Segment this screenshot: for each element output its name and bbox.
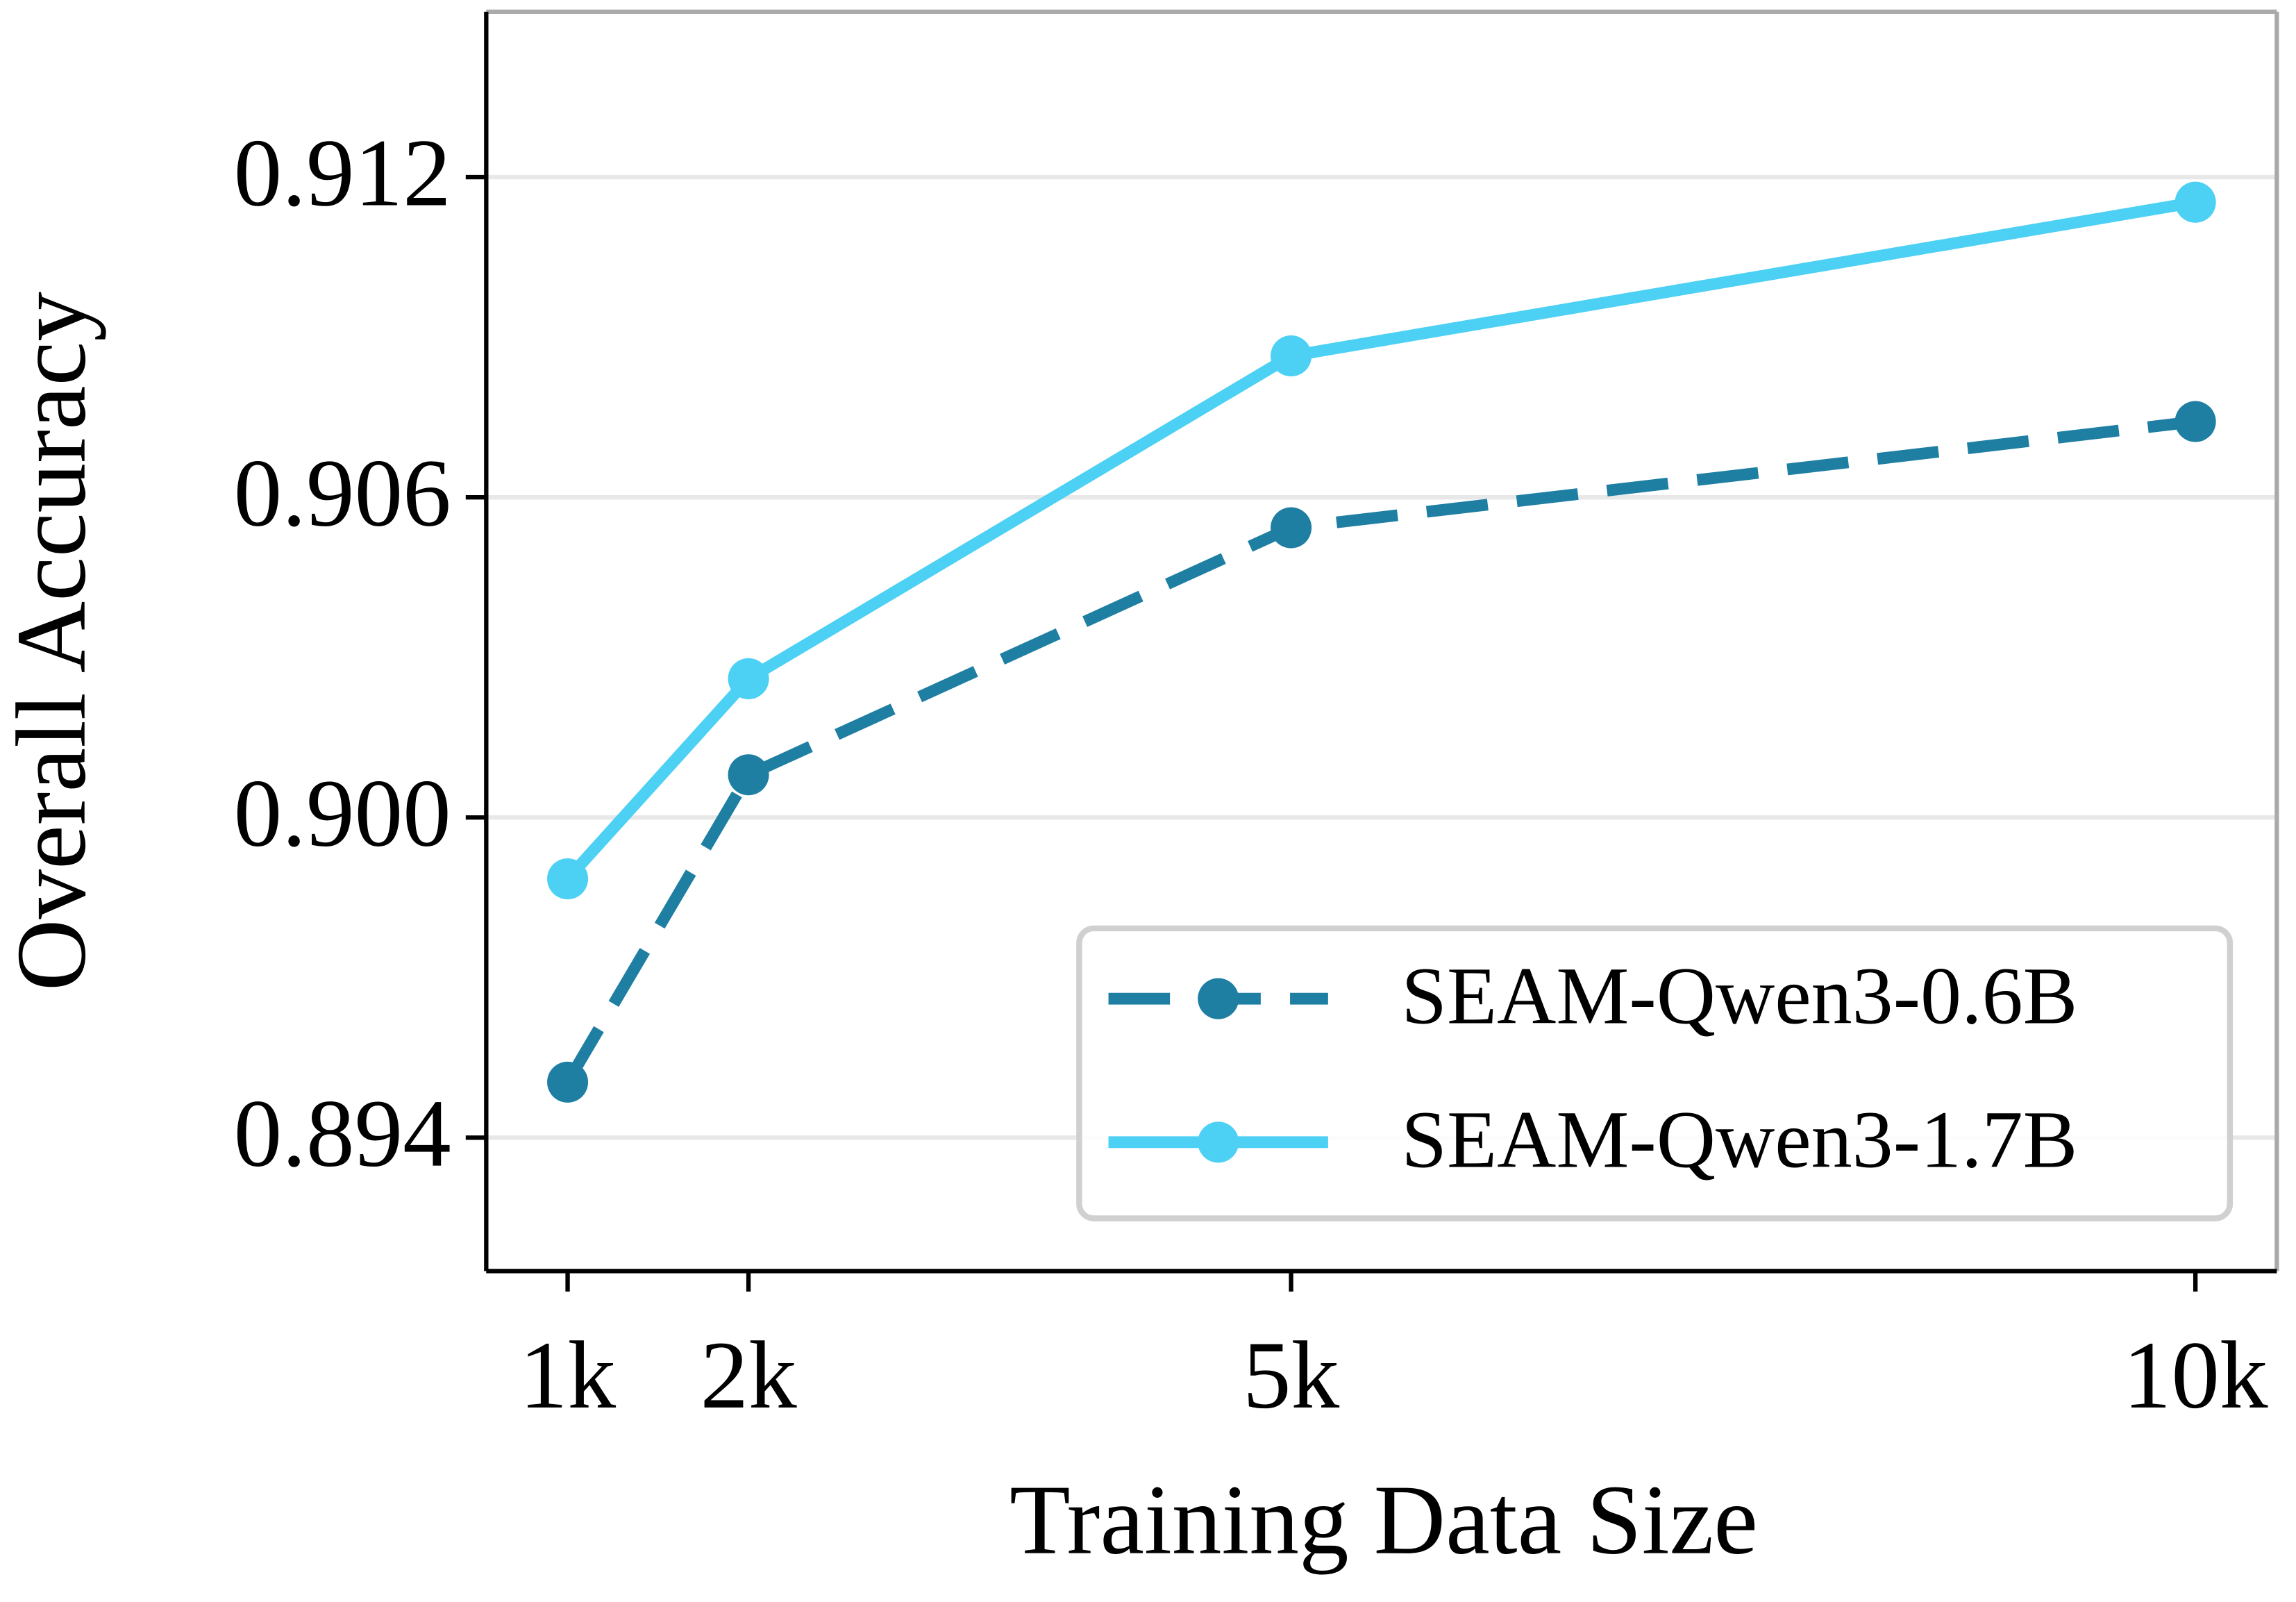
data-point — [547, 858, 589, 900]
data-point — [1271, 507, 1312, 549]
x-tick-label: 5k — [1243, 1322, 1340, 1429]
y-axis-label: Overall Accuracy — [0, 292, 107, 991]
x-tick-label: 1k — [519, 1322, 617, 1429]
y-tick-label: 0.900 — [234, 760, 451, 867]
x-tick-label: 10k — [2123, 1322, 2268, 1429]
data-point — [728, 658, 769, 699]
y-tick-label: 0.912 — [234, 119, 451, 226]
data-point — [547, 1061, 589, 1103]
y-tick-label: 0.906 — [234, 440, 451, 547]
data-point — [2175, 401, 2216, 442]
legend-marker — [1198, 1121, 1239, 1163]
data-point — [1271, 335, 1312, 377]
series-line — [562, 415, 2197, 1085]
series-line — [563, 196, 2197, 883]
x-axis-label: Training Data Size — [1009, 1465, 1758, 1576]
legend-label: SEAM-Qwen3-1.7B — [1401, 1094, 2077, 1185]
legend-marker — [1198, 978, 1239, 1019]
x-tick-label: 2k — [700, 1322, 797, 1429]
legend-box — [1076, 925, 2234, 1221]
legend-label: SEAM-Qwen3-0.6B — [1401, 951, 2077, 1042]
data-point — [2175, 181, 2216, 223]
data-point — [728, 754, 769, 796]
y-tick-label: 0.894 — [234, 1080, 451, 1187]
